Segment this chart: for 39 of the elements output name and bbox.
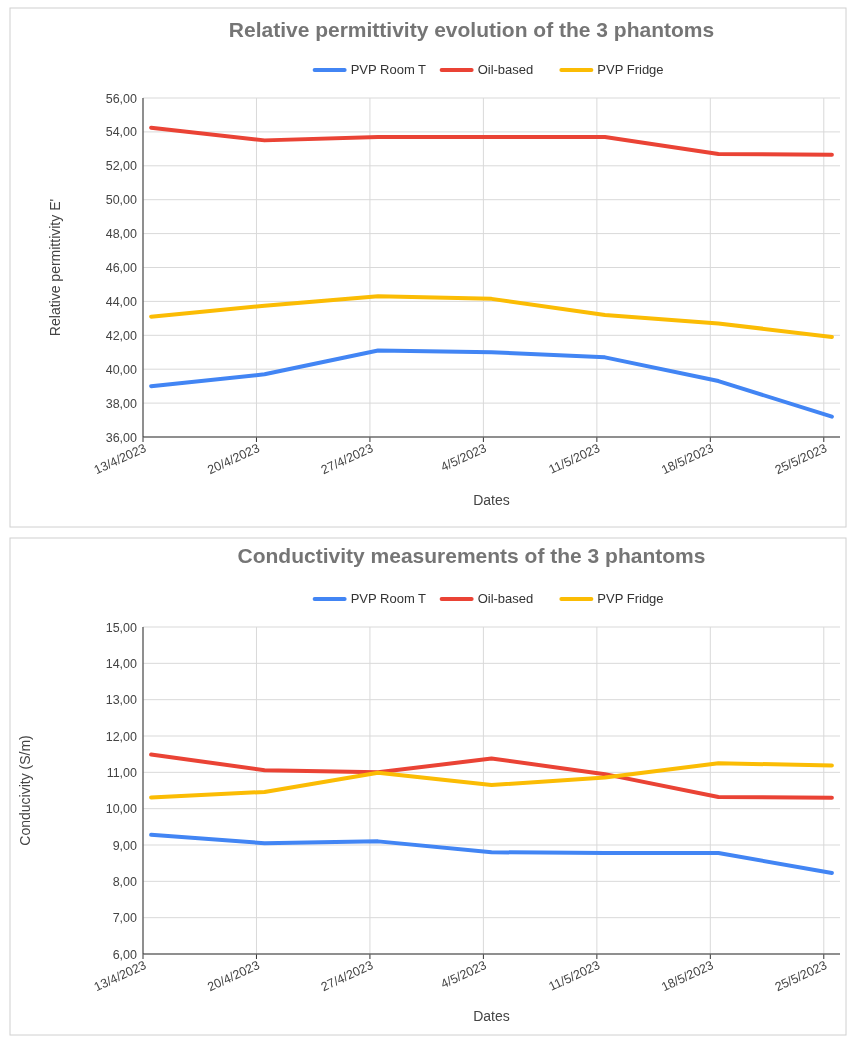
chart-title: Relative permittivity evolution of the 3 phantoms <box>228 18 715 41</box>
y-tick-label: 7,00 <box>112 911 138 926</box>
y-tick-label: 13,00 <box>105 693 138 708</box>
x-axis-title: Dates <box>473 1008 510 1024</box>
legend-label: PVP Fridge <box>597 591 664 606</box>
legend-label: PVP Room T <box>350 62 427 77</box>
y-tick-label: 38,00 <box>105 396 138 411</box>
y-tick-label: 42,00 <box>105 328 138 343</box>
y-axis-title: Conducivity (S/m) <box>17 735 33 846</box>
chart-title: Conductivity measurements of the 3 phantoms <box>237 544 706 567</box>
x-axis-title: Dates <box>473 492 510 508</box>
y-tick-label: 54,00 <box>105 125 138 140</box>
line-series <box>149 125 834 157</box>
y-tick-label: 40,00 <box>105 362 138 377</box>
y-tick-label: 6,00 <box>112 947 138 962</box>
y-tick-label: 46,00 <box>105 261 138 275</box>
y-tick-label: 10,00 <box>105 802 138 817</box>
line-series <box>149 752 834 800</box>
legend-label: Oil-based <box>477 62 534 77</box>
legend-label: Oil-based <box>477 591 534 606</box>
line-series <box>149 761 834 800</box>
y-axis-title: Relative permittivity E' <box>47 198 63 337</box>
line-series <box>149 348 834 419</box>
y-tick-label: 8,00 <box>112 874 138 889</box>
y-tick-label: 56,00 <box>105 91 138 106</box>
y-tick-label: 12,00 <box>105 729 138 744</box>
y-tick-label: 11,00 <box>106 765 138 780</box>
y-tick-label: 14,00 <box>105 656 138 671</box>
line-series <box>149 832 834 875</box>
y-tick-label: 9,00 <box>112 838 138 853</box>
y-tick-label: 50,00 <box>105 193 138 208</box>
y-tick-label: 15,00 <box>105 620 138 635</box>
line-series <box>149 294 834 339</box>
y-tick-label: 44,00 <box>105 294 138 309</box>
legend-label: PVP Fridge <box>597 62 664 77</box>
y-tick-label: 52,00 <box>105 159 138 174</box>
y-tick-label: 48,00 <box>105 227 138 242</box>
legend-label: PVP Room T <box>350 591 427 606</box>
y-tick-label: 36,00 <box>105 430 138 445</box>
